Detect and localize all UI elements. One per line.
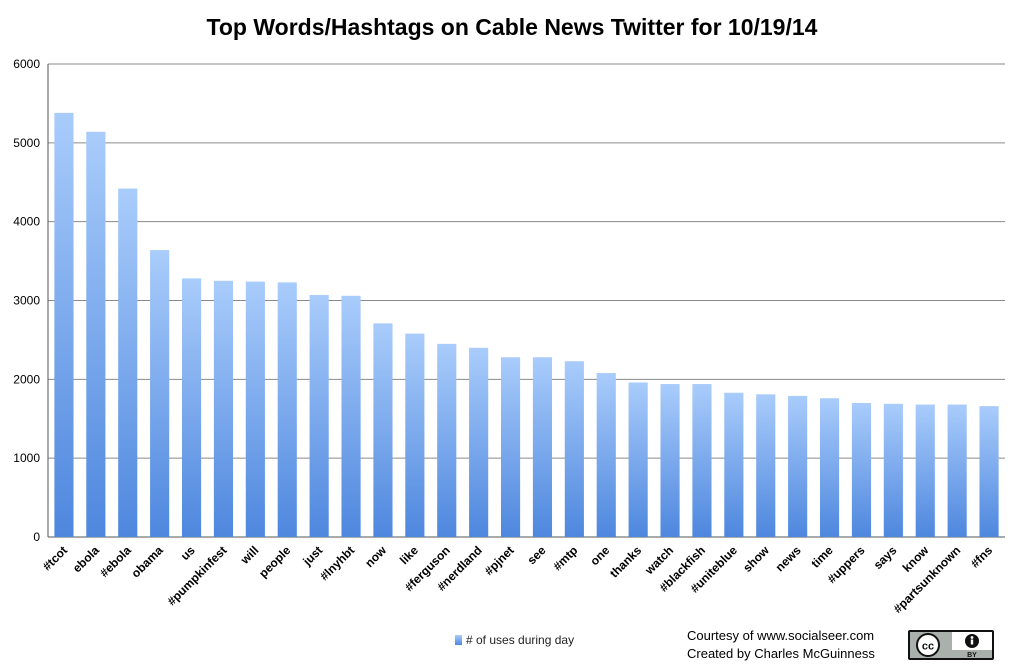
legend-swatch	[455, 635, 462, 645]
x-tick-label: #tcot	[40, 543, 70, 573]
bar	[405, 333, 425, 537]
x-tick-label: #lnyhbt	[317, 543, 357, 583]
x-tick-label: show	[740, 543, 772, 575]
bar	[213, 280, 234, 537]
legend-label: # of uses during day	[466, 633, 575, 647]
y-tick-label: 6000	[13, 57, 40, 71]
x-tick-label: obama	[129, 543, 166, 580]
bar	[437, 343, 457, 537]
bar	[245, 281, 265, 537]
attribution-head	[970, 636, 974, 639]
bar	[341, 295, 361, 537]
y-tick-label: 4000	[13, 215, 40, 229]
creative-commons-badge: cc BY	[908, 630, 994, 660]
y-tick-label: 5000	[13, 136, 40, 150]
y-tick-label: 2000	[13, 372, 40, 386]
x-tick-label: see	[525, 543, 549, 567]
bar	[819, 398, 840, 537]
bar	[915, 404, 935, 537]
x-tick-label: news	[773, 543, 804, 574]
badge-label: BY	[967, 652, 977, 659]
y-tick-label: 0	[33, 530, 40, 544]
bar	[724, 392, 744, 537]
bar	[54, 112, 74, 538]
y-tick-label: 1000	[13, 451, 40, 465]
x-tick-label: #mtp	[550, 543, 580, 573]
bar	[947, 404, 967, 537]
bar	[277, 282, 297, 537]
x-tick-label: thanks	[607, 543, 644, 580]
bar	[309, 294, 329, 537]
x-tick-label: says	[871, 543, 900, 572]
credit-line-1: Courtesy of www.socialseer.com	[687, 628, 875, 643]
bar	[628, 382, 648, 537]
bar	[788, 395, 808, 537]
x-tick-label: us	[178, 543, 198, 563]
bar	[150, 250, 170, 537]
x-tick-label: one	[587, 543, 612, 568]
bar	[373, 323, 393, 537]
x-tick-label: #pjnet	[482, 543, 517, 578]
credit-line-2: Created by Charles McGuinness	[687, 646, 875, 661]
cc-glyph: cc	[922, 641, 934, 653]
bar	[596, 373, 616, 537]
bar	[851, 402, 872, 537]
x-tick-label: #ebola	[97, 543, 134, 580]
creative-commons-by-icon: cc BY	[910, 632, 992, 659]
credit-block: Courtesy of www.socialseer.com Created b…	[687, 627, 875, 663]
bar	[181, 278, 202, 537]
x-tick-label: just	[300, 543, 326, 569]
bar	[756, 394, 776, 537]
x-tick-label: people	[256, 543, 293, 580]
bar	[86, 131, 106, 537]
bar	[118, 188, 138, 537]
x-tick-label: like	[397, 543, 421, 567]
bar	[979, 406, 999, 537]
legend: # of uses during day	[455, 633, 574, 647]
x-tick-label: now	[362, 543, 389, 570]
x-tick-label: #fns	[968, 543, 996, 571]
bar	[660, 384, 680, 537]
chart-title: Top Words/Hashtags on Cable News Twitter…	[206, 14, 818, 40]
attribution-body	[970, 639, 974, 645]
bar	[692, 384, 712, 537]
x-tick-label: will	[237, 543, 261, 567]
bar	[883, 403, 903, 537]
bar	[500, 357, 521, 537]
cc-circle-icon	[916, 633, 940, 657]
y-tick-label: 3000	[13, 294, 40, 308]
bar	[564, 361, 584, 537]
bar	[532, 357, 553, 537]
bar	[469, 347, 489, 537]
x-tick-label: time	[808, 543, 836, 571]
